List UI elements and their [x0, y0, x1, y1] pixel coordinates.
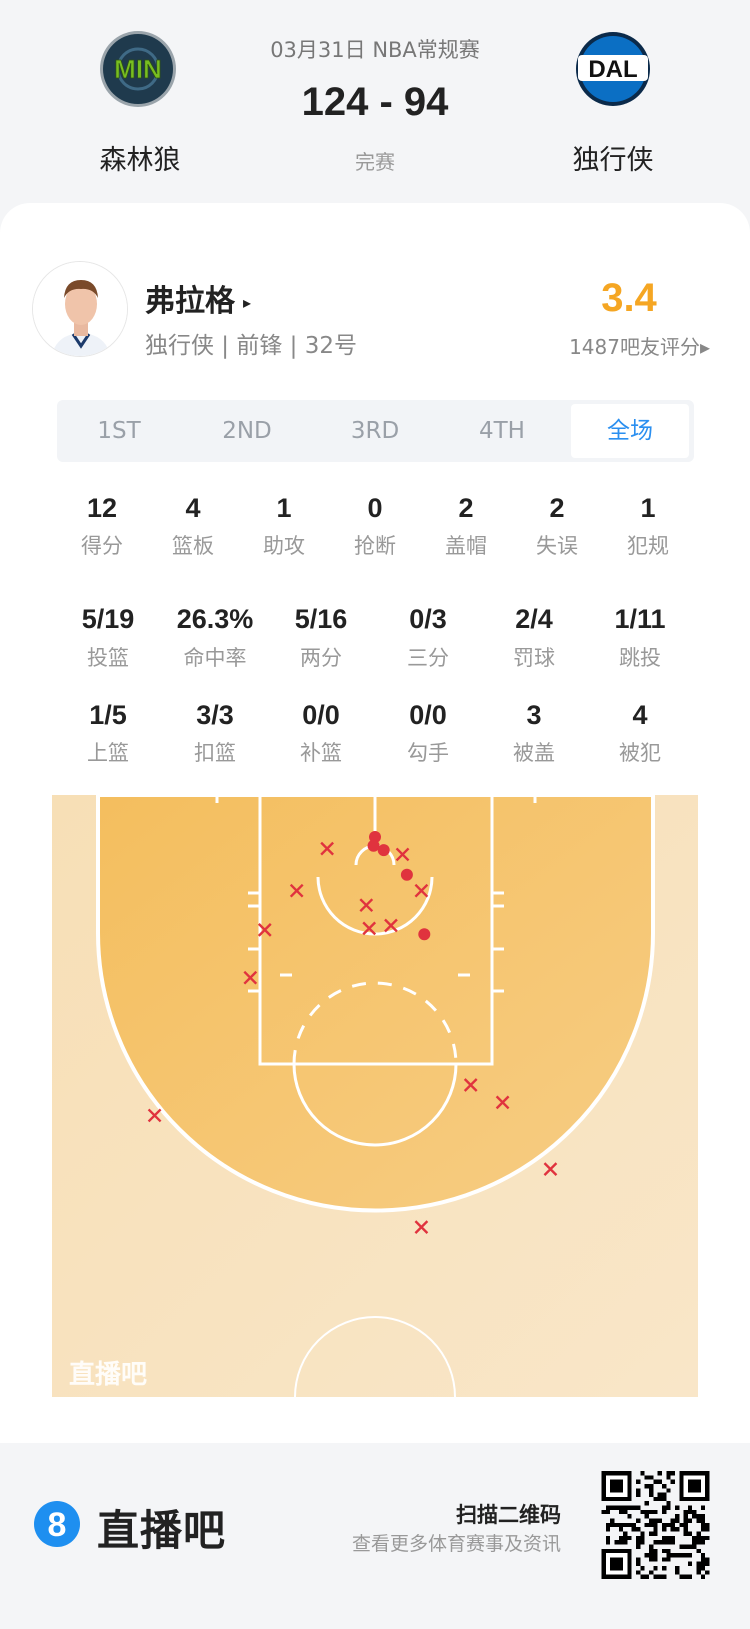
shot-chart: 直播吧: [52, 795, 698, 1397]
player-name-link[interactable]: 弗拉格 ▸: [145, 276, 251, 320]
stat-label: 跳投: [619, 646, 661, 670]
stat-value: 0/3: [409, 604, 447, 634]
caret-right-icon: ▸: [243, 293, 252, 312]
stat-label: 上篮: [87, 741, 129, 765]
svg-text:DAL: DAL: [588, 56, 637, 83]
game-score: 124 - 94: [301, 80, 449, 124]
stat-label: 助攻: [263, 534, 305, 558]
stat-label: 犯规: [627, 534, 669, 558]
made-shot-marker: [377, 844, 390, 857]
three-point-area: [96, 795, 655, 1213]
watermark-logo: 直播吧: [69, 1360, 147, 1390]
missed-shot-marker: [359, 898, 374, 913]
player-avatar[interactable]: [32, 261, 128, 357]
made-shot-marker: [418, 928, 431, 941]
qr-code[interactable]: [600, 1471, 711, 1579]
dal-team-logo[interactable]: DAL: [574, 30, 652, 108]
stat-label: 命中率: [183, 646, 247, 670]
player-name: 弗拉格: [145, 284, 235, 319]
stat-value: 4: [632, 700, 648, 730]
stat-value: 2: [458, 493, 474, 523]
missed-shot-marker: [362, 921, 377, 936]
missed-shot-marker: [320, 841, 334, 856]
stat-value: 5/19: [81, 604, 135, 634]
missed-shot-marker: [289, 883, 304, 898]
shot-markers: [147, 831, 558, 1234]
svg-text:8: 8: [48, 1506, 67, 1544]
stat-value: 3/3: [196, 700, 234, 730]
svg-text:MIN: MIN: [114, 54, 162, 84]
stat-label: 两分: [300, 646, 342, 670]
stat-value: 1: [640, 493, 656, 523]
tab-4th[interactable]: 4TH: [479, 418, 525, 444]
stat-value: 2/4: [515, 604, 553, 634]
qr-title: 扫描二维码: [456, 1503, 561, 1527]
stat-label: 投篮: [87, 646, 129, 670]
made-shot-marker: [400, 868, 413, 881]
stat-label: 勾手: [407, 741, 449, 765]
stat-value: 26.3%: [176, 604, 254, 634]
stat-value: 0/0: [409, 700, 447, 730]
stat-label: 篮板: [172, 534, 214, 558]
min-team-logo[interactable]: MIN: [99, 30, 177, 108]
stat-label: 补篮: [300, 741, 342, 765]
stat-label: 盖帽: [445, 534, 487, 558]
stat-value: 1/11: [614, 604, 666, 634]
stat-value: 1/5: [89, 700, 127, 730]
stat-value: 4: [185, 493, 201, 523]
missed-shot-marker: [384, 918, 398, 933]
qr-subtitle: 查看更多体育赛事及资讯: [351, 1533, 561, 1555]
missed-shot-marker: [395, 847, 410, 862]
stat-label: 扣篮: [194, 741, 236, 765]
stat-value: 0/0: [302, 700, 340, 730]
missed-shot-marker: [414, 1220, 429, 1234]
stat-value: 0: [367, 493, 383, 523]
rating-count-link[interactable]: 1487吧友评分▸: [569, 335, 710, 359]
tab-3rd[interactable]: 3RD: [350, 418, 400, 444]
away-team-name[interactable]: 独行侠: [572, 145, 654, 176]
stat-value: 12: [86, 493, 118, 523]
player-info: 独行侠 | 前锋 | 32号: [145, 333, 358, 359]
stat-value: 5/16: [294, 604, 348, 634]
missed-shot-marker: [543, 1162, 558, 1176]
stat-label: 被盖: [513, 741, 555, 765]
player-rating: 3.4: [601, 276, 657, 320]
tab-1st[interactable]: 1ST: [97, 418, 141, 444]
tab-full-game[interactable]: 全场: [571, 404, 689, 458]
stat-label: 抢断: [354, 534, 396, 558]
period-tabs: 1ST 2ND 3RD 4TH 全场: [57, 400, 694, 462]
stat-value: 3: [526, 700, 542, 730]
tab-2nd[interactable]: 2ND: [222, 418, 272, 444]
made-shot-marker: [367, 839, 380, 852]
missed-shot-marker: [463, 1078, 478, 1092]
missed-shot-marker: [495, 1095, 510, 1110]
game-date-league: 03月31日 NBA常规赛: [270, 38, 480, 62]
stat-value: 1: [276, 493, 292, 523]
missed-shot-marker: [147, 1108, 162, 1123]
home-team-name[interactable]: 森林狼: [99, 145, 181, 176]
stat-label: 罚球: [513, 646, 555, 670]
game-status: 完赛: [355, 150, 395, 174]
missed-shot-marker: [414, 883, 429, 898]
zhibo8-logo-icon: 8: [34, 1501, 80, 1547]
stat-label: 被犯: [619, 741, 661, 765]
stat-label: 三分: [407, 646, 449, 670]
stat-label: 失误: [536, 534, 578, 558]
brand-name: 直播吧: [97, 1506, 227, 1555]
missed-shot-marker: [243, 970, 258, 985]
missed-shot-marker: [257, 923, 272, 937]
stat-value: 2: [549, 493, 565, 523]
stat-label: 得分: [81, 534, 123, 558]
